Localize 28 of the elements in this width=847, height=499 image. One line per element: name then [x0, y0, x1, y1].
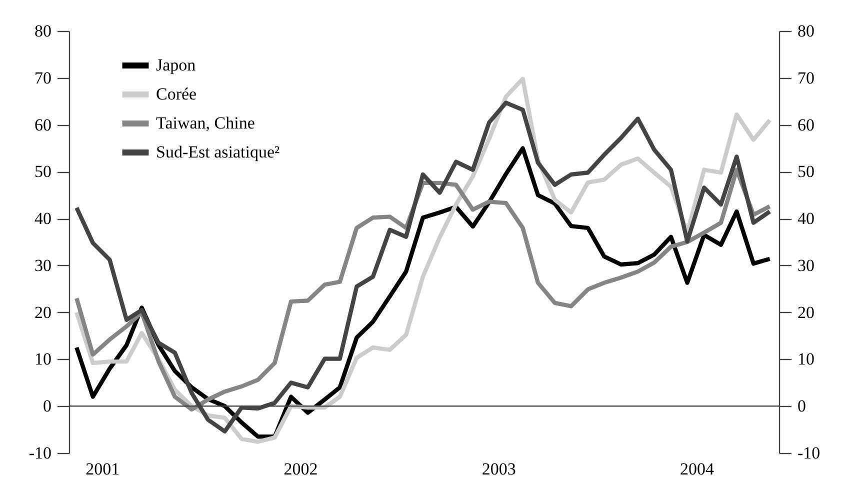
x-tick-label: 2003 — [482, 460, 516, 478]
y2-tick-label: 70 — [798, 68, 814, 88]
x-tick-label: 2002 — [284, 460, 318, 478]
y-tick-label: 80 — [34, 22, 52, 40]
y2-tick-label: 60 — [798, 115, 814, 134]
y2-tick-label: 10 — [798, 350, 814, 369]
legend-label: Corée — [156, 84, 197, 104]
y2-tick-label: -10 — [798, 444, 820, 462]
x-tick-label: 2001 — [86, 460, 120, 478]
y-tick-label: 0 — [43, 396, 52, 416]
y2-tick-label: 80 — [798, 22, 814, 40]
y-tick-label: 50 — [34, 162, 52, 182]
y2-tick-label: 20 — [798, 302, 814, 322]
y2-tick-label: 40 — [798, 209, 814, 228]
y-tick-label: 20 — [34, 302, 52, 322]
y-tick-label: -10 — [28, 444, 52, 462]
legend-label: Taiwan, Chine — [156, 114, 255, 132]
y2-tick-label: 30 — [798, 256, 814, 275]
legend-label: Sud-Est asiatique² — [156, 142, 280, 162]
x-tick-label: 2004 — [680, 460, 714, 478]
y-tick-label: 70 — [34, 68, 52, 88]
y2-tick-label: 0 — [798, 396, 806, 416]
y-tick-label: 60 — [34, 115, 52, 134]
y2-tick-label: 50 — [798, 162, 814, 182]
legend-label: Japon — [156, 56, 196, 74]
y-tick-label: 30 — [34, 256, 52, 275]
y-tick-label: 40 — [34, 209, 52, 228]
y-tick-label: 10 — [34, 350, 52, 369]
